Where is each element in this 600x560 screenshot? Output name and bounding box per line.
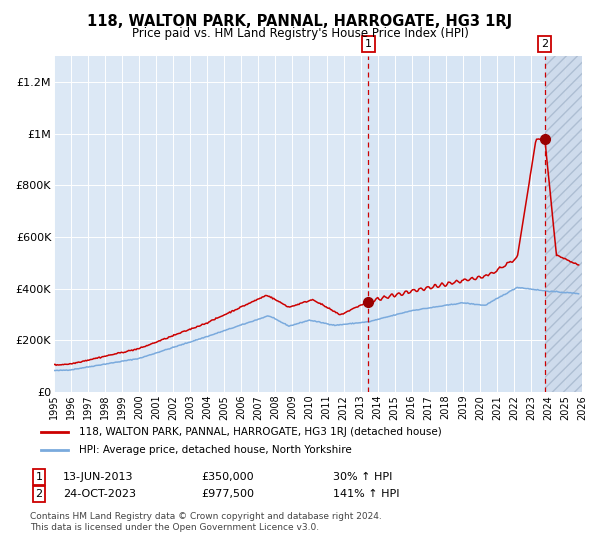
Bar — [545, 43, 582, 392]
Text: Contains HM Land Registry data © Crown copyright and database right 2024.
This d: Contains HM Land Registry data © Crown c… — [30, 512, 382, 532]
Text: HPI: Average price, detached house, North Yorkshire: HPI: Average price, detached house, Nort… — [79, 445, 352, 455]
Bar — [368, 43, 545, 392]
Text: £977,500: £977,500 — [201, 489, 254, 499]
Text: 118, WALTON PARK, PANNAL, HARROGATE, HG3 1RJ: 118, WALTON PARK, PANNAL, HARROGATE, HG3… — [88, 14, 512, 29]
Text: 1: 1 — [35, 472, 43, 482]
Text: 13-JUN-2013: 13-JUN-2013 — [63, 472, 133, 482]
Text: 2: 2 — [541, 39, 548, 49]
Text: 1: 1 — [365, 39, 372, 49]
Text: 118, WALTON PARK, PANNAL, HARROGATE, HG3 1RJ (detached house): 118, WALTON PARK, PANNAL, HARROGATE, HG3… — [79, 427, 442, 437]
Text: Price paid vs. HM Land Registry's House Price Index (HPI): Price paid vs. HM Land Registry's House … — [131, 27, 469, 40]
Text: 141% ↑ HPI: 141% ↑ HPI — [333, 489, 400, 499]
Text: 30% ↑ HPI: 30% ↑ HPI — [333, 472, 392, 482]
Text: £350,000: £350,000 — [201, 472, 254, 482]
Text: 2: 2 — [35, 489, 43, 499]
Text: 24-OCT-2023: 24-OCT-2023 — [63, 489, 136, 499]
